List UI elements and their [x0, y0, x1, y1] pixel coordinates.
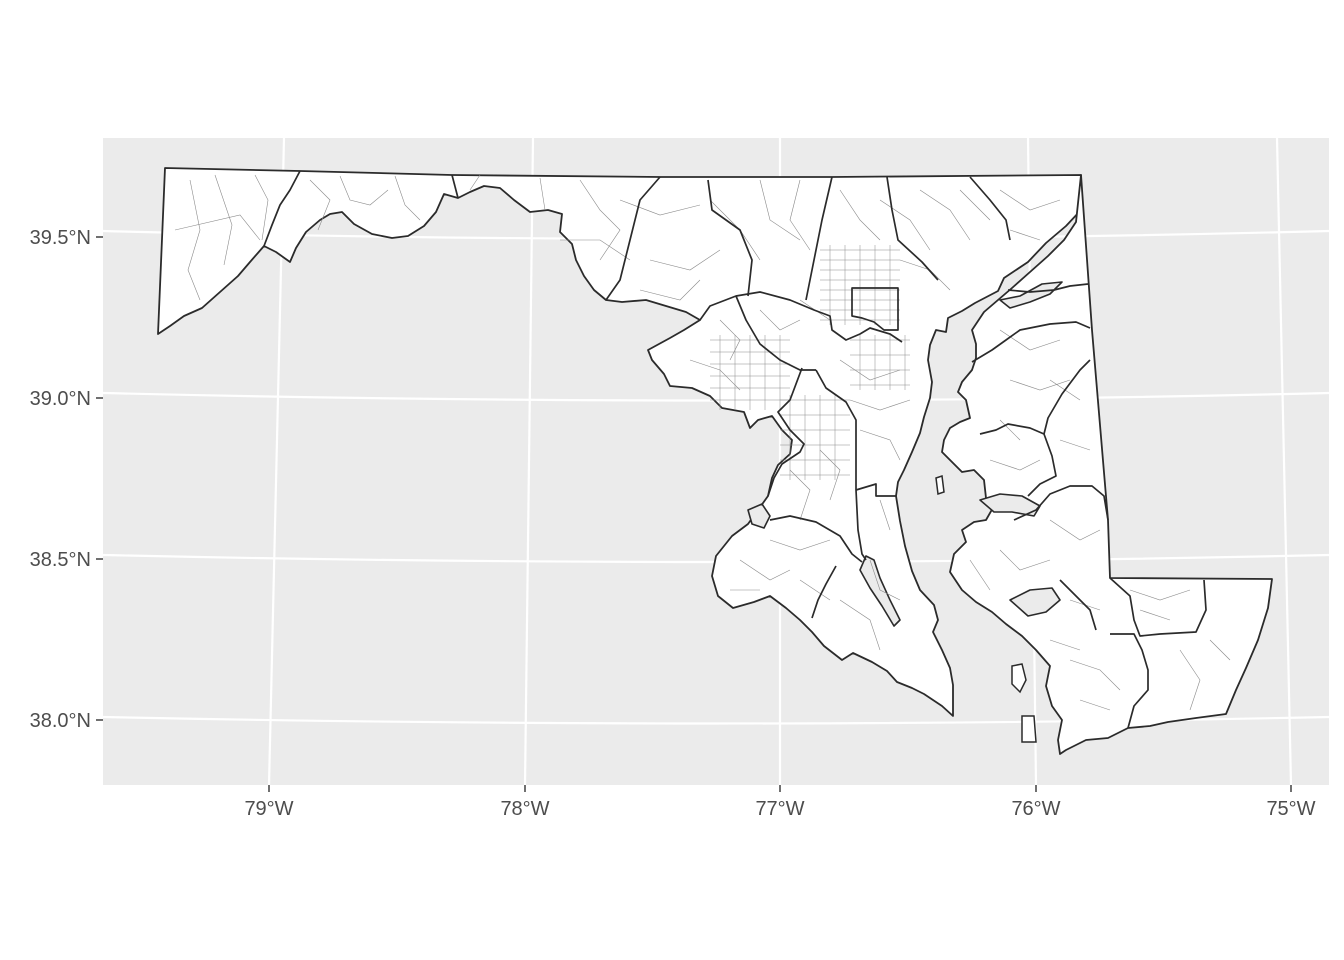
x-axis: 79°W 78°W 77°W 76°W 75°W	[244, 785, 1316, 820]
choptank-river-inlet	[979, 493, 1041, 517]
y-tick-label-38-0: 38.0°N	[30, 710, 91, 732]
x-tick-label-75w: 75°W	[1266, 798, 1315, 820]
maryland-map	[157, 167, 1273, 755]
y-tick-label-39-0: 39.0°N	[30, 388, 91, 410]
bay-island-2	[935, 474, 945, 496]
meridian-line	[1275, 137, 1293, 786]
bay-island-1	[1011, 663, 1027, 694]
x-tick-label-76w: 76°W	[1011, 798, 1060, 820]
baltimore-city-boundary	[851, 287, 899, 331]
potomac-inlet	[747, 503, 771, 529]
y-axis: 39.5°N 39.0°N 38.5°N 38.0°N	[30, 227, 103, 732]
y-tick-label-38-5: 38.5°N	[30, 549, 91, 571]
x-tick-label-78w: 78°W	[500, 798, 549, 820]
x-tick-label-77w: 77°W	[755, 798, 804, 820]
y-tick-label-39-5: 39.5°N	[30, 227, 91, 249]
county-boundaries	[263, 170, 1207, 729]
x-tick-label-79w: 79°W	[244, 798, 293, 820]
chester-river-inlet	[999, 281, 1063, 309]
maryland-mainland	[157, 167, 1082, 717]
patuxent-inlet	[859, 555, 901, 627]
smith-island	[1021, 715, 1037, 743]
nanticoke-river-inlet	[1009, 587, 1061, 617]
urban-tract-clusters	[710, 245, 910, 480]
meridian-line	[523, 137, 535, 786]
